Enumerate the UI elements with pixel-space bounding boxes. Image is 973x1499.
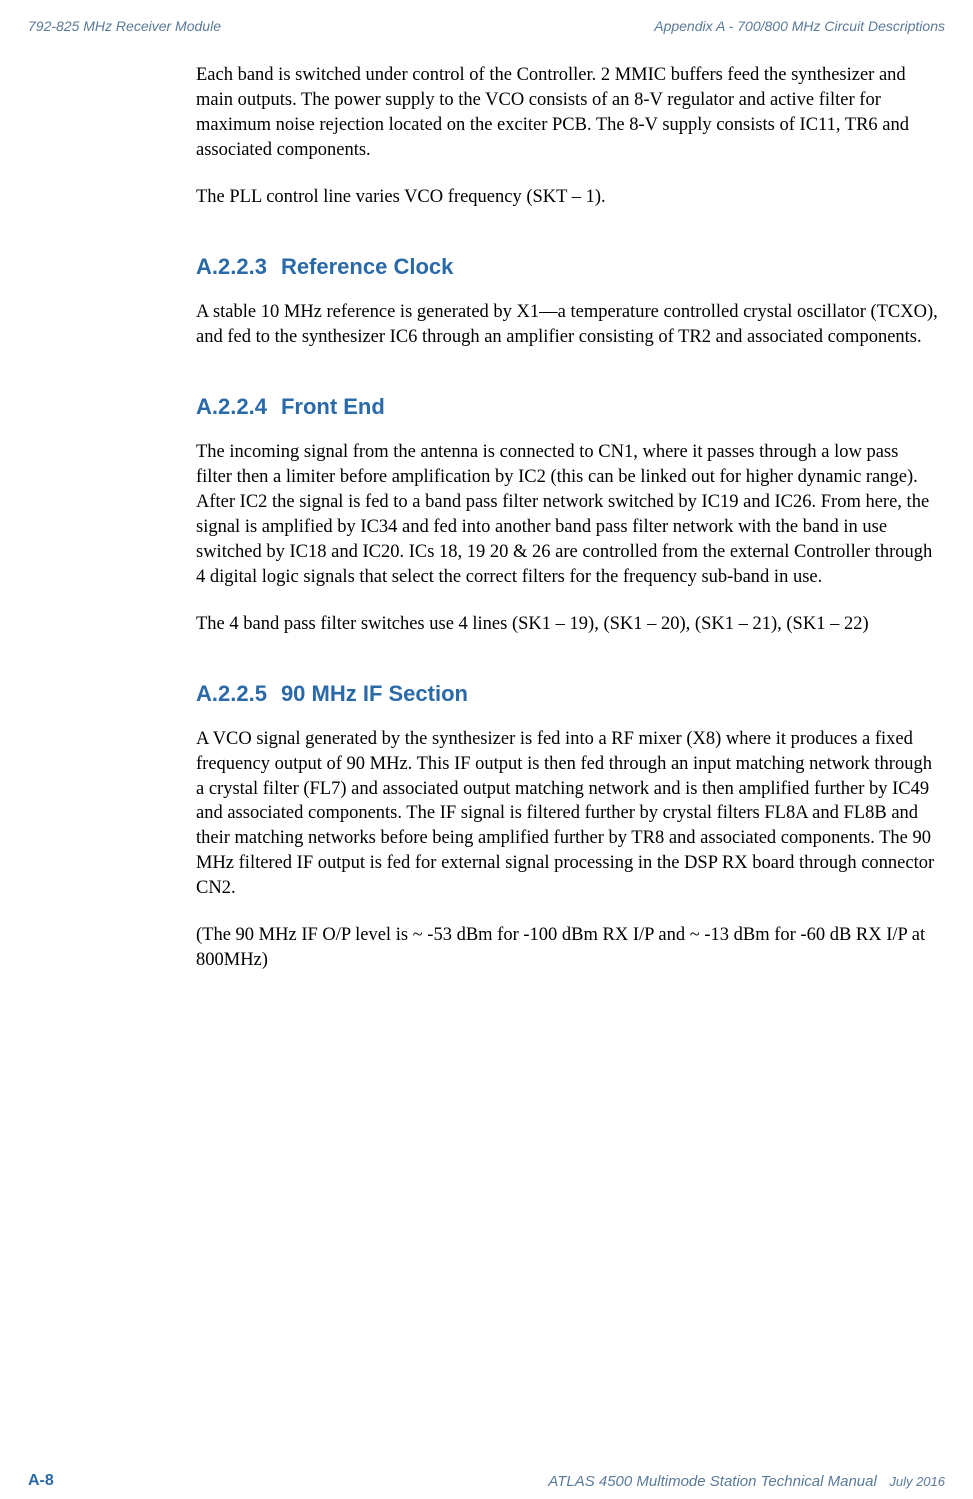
section-heading-90mhz-if: A.2.2.5 90 MHz IF Section (196, 681, 938, 707)
section-para: A VCO signal generated by the synthesize… (196, 727, 938, 902)
section-para: A stable 10 MHz reference is generated b… (196, 300, 938, 350)
footer-right: ATLAS 4500 Multimode Station Technical M… (548, 1473, 945, 1490)
page-content: Each band is switched under control of t… (196, 63, 938, 995)
section-title: Front End (281, 394, 385, 419)
header-left: 792-825 MHz Receiver Module (28, 18, 221, 34)
section-para: The incoming signal from the antenna is … (196, 440, 938, 590)
section-number: A.2.2.5 (196, 681, 267, 706)
section-title: 90 MHz IF Section (281, 681, 468, 706)
footer-date: July 2016 (889, 1474, 945, 1489)
section-para: (The 90 MHz IF O/P level is ~ -53 dBm fo… (196, 923, 938, 973)
section-heading-front-end: A.2.2.4 Front End (196, 394, 938, 420)
section-title: Reference Clock (281, 254, 453, 279)
footer-page-number: A-8 (28, 1472, 54, 1490)
section-number: A.2.2.3 (196, 254, 267, 279)
section-heading-reference-clock: A.2.2.3 Reference Clock (196, 254, 938, 280)
header-right: Appendix A - 700/800 MHz Circuit Descrip… (654, 18, 945, 34)
section-number: A.2.2.4 (196, 394, 267, 419)
intro-para-2: The PLL control line varies VCO frequenc… (196, 185, 938, 210)
footer-manual-title: ATLAS 4500 Multimode Station Technical M… (548, 1473, 877, 1490)
section-para: The 4 band pass filter switches use 4 li… (196, 612, 938, 637)
intro-para-1: Each band is switched under control of t… (196, 63, 938, 163)
